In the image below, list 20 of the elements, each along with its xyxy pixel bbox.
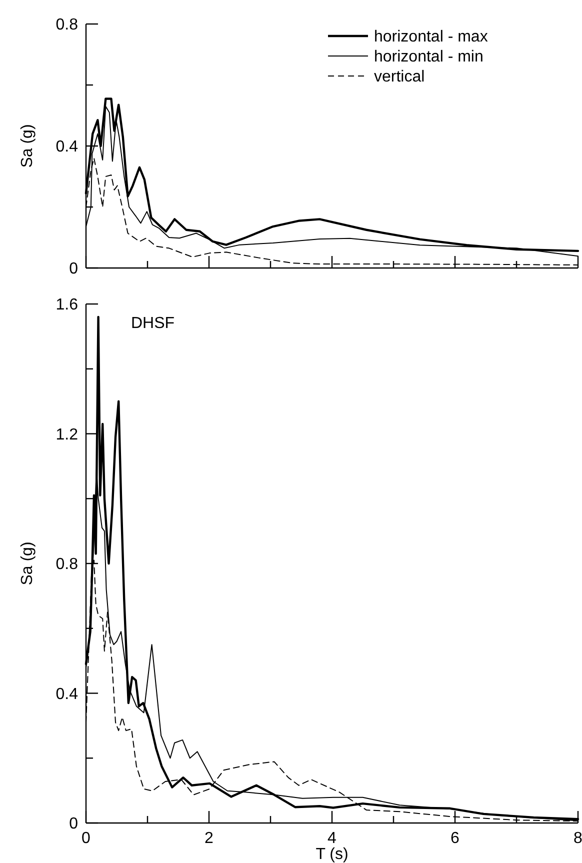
x-tick-label: 0 bbox=[82, 830, 91, 847]
legend-label: horizontal - min bbox=[374, 48, 484, 66]
y-tick-label: 0.4 bbox=[56, 138, 78, 156]
y-axis-title: Sa (g) bbox=[19, 124, 36, 168]
y-tick-label: 1.2 bbox=[56, 426, 78, 444]
annotation: DHSF bbox=[131, 315, 175, 332]
legend-label: horizontal - max bbox=[374, 28, 488, 46]
legend-label: vertical bbox=[374, 68, 425, 86]
x-tick-label: 6 bbox=[450, 830, 460, 847]
y-tick-label: 0.8 bbox=[56, 16, 78, 34]
x-tick-label: 2 bbox=[204, 830, 214, 847]
y-tick-label: 0 bbox=[69, 260, 78, 278]
x-axis-title: T (s) bbox=[316, 846, 348, 863]
y-tick-label: 0.4 bbox=[56, 686, 78, 703]
x-tick-label: 4 bbox=[328, 830, 337, 847]
y-tick-label: 1.6 bbox=[56, 296, 78, 314]
x-tick-label: 8 bbox=[574, 830, 582, 847]
y-tick-label: 0.8 bbox=[56, 556, 78, 574]
y-tick-label: 0 bbox=[69, 816, 78, 833]
y-axis-title: Sa (g) bbox=[19, 542, 36, 586]
